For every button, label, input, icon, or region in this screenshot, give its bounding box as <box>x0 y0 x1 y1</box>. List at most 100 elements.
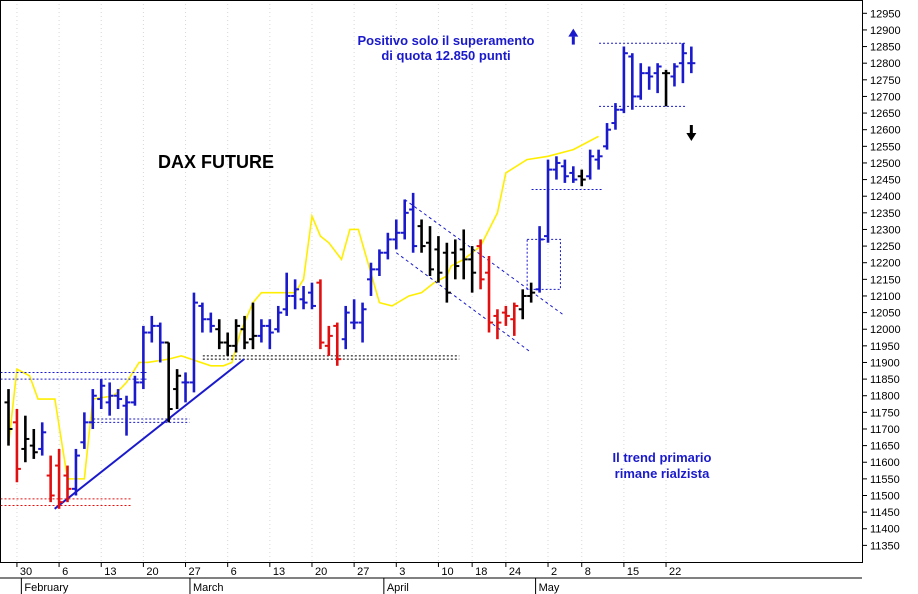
y-tick-label: 11850 <box>870 374 900 386</box>
ohlc-bar <box>459 229 468 280</box>
ohlc-bar <box>173 369 182 410</box>
x-tick-label: 27 <box>189 566 201 578</box>
ohlc-bar <box>383 232 392 260</box>
ohlc-bar <box>265 319 274 350</box>
ohlc-bar <box>122 395 131 436</box>
ohlc-bar <box>594 149 603 170</box>
ohlc-bar <box>130 375 139 406</box>
cloud-line <box>7 135 599 480</box>
ohlc-bar <box>46 455 55 503</box>
y-tick-label: 12400 <box>870 191 901 203</box>
ohlc-bar <box>189 292 198 393</box>
ohlc-bar <box>274 305 283 333</box>
x-tick-label: 27 <box>357 566 369 578</box>
x-tick-label: 13 <box>104 566 116 578</box>
ohlc-bar <box>350 299 359 330</box>
y-tick-label: 12750 <box>870 75 901 87</box>
y-tick-label: 11700 <box>870 424 900 436</box>
ohlc-bar <box>63 465 72 503</box>
annotation-trend-2: rimane rialzista <box>615 466 710 481</box>
ohlc-bar <box>156 322 165 363</box>
ohlc-bar <box>21 415 30 463</box>
ohlc-bar <box>324 325 333 356</box>
ohlc-bar <box>527 282 536 303</box>
y-tick-label: 12050 <box>870 308 901 320</box>
support-resistance-levels <box>0 42 687 506</box>
y-tick-label: 11550 <box>870 474 900 486</box>
y-tick-label: 12950 <box>870 8 901 20</box>
month-label: February <box>24 582 69 594</box>
ohlc-bar <box>451 239 460 280</box>
ohlc-bar <box>586 149 595 180</box>
price-bars <box>4 43 696 509</box>
ohlc-bar <box>88 389 97 429</box>
ohlc-bar <box>493 309 502 340</box>
ohlc-bar <box>105 382 114 416</box>
ohlc-bar <box>164 341 173 423</box>
y-tick-label: 11800 <box>870 391 900 403</box>
y-tick-label: 12650 <box>870 108 901 120</box>
ohlc-bar <box>38 422 47 456</box>
channel-lower-line <box>395 252 532 353</box>
ohlc-bar <box>282 272 291 316</box>
y-tick-label: 12200 <box>870 258 901 270</box>
x-tick-label: 20 <box>315 566 327 578</box>
month-label: March <box>193 582 224 594</box>
y-tick-label: 12100 <box>870 291 901 303</box>
ohlc-bar <box>248 302 257 350</box>
ohlc-bar <box>366 262 375 296</box>
ohlc-bar <box>232 319 241 353</box>
ohlc-bar <box>501 305 510 326</box>
ohlc-bar <box>375 249 384 277</box>
x-tick-label: 20 <box>146 566 158 578</box>
y-tick-label: 11650 <box>870 441 900 453</box>
ohlc-bar <box>240 315 249 350</box>
ohlc-bar <box>636 63 645 100</box>
arrow-head <box>568 28 579 37</box>
dotted-breakout-box <box>526 238 561 290</box>
ohlc-bar <box>307 282 316 310</box>
ohlc-bar <box>678 43 687 84</box>
ohlc-bar <box>29 428 38 459</box>
ohlc-bar <box>645 66 654 90</box>
y-tick-label: 12550 <box>870 141 901 153</box>
ohlc-bar <box>97 379 106 410</box>
x-tick-label: 10 <box>441 566 453 578</box>
ohlc-bar <box>468 246 477 293</box>
ohlc-bar <box>628 53 637 110</box>
y-tick-label: 12900 <box>870 25 901 37</box>
ohlc-bar <box>434 236 443 283</box>
x-tick-label: 24 <box>509 566 521 578</box>
annotation-resistance-2: di quota 12.850 punti <box>381 48 510 63</box>
signal-arrows <box>568 28 697 142</box>
ohlc-bar <box>409 192 418 253</box>
ohlc-bar <box>687 46 696 74</box>
ohlc-bar <box>358 302 367 343</box>
ohlc-bar <box>12 409 21 483</box>
ohlc-bar <box>426 226 434 277</box>
ohlc-bar <box>114 389 123 410</box>
ohlc-bar <box>333 322 342 366</box>
x-tick-label: 15 <box>627 566 639 578</box>
ohlc-bar <box>392 219 401 250</box>
y-tick-label: 12850 <box>870 42 901 54</box>
x-tick-label: 13 <box>273 566 285 578</box>
y-tick-label: 11950 <box>870 341 900 353</box>
ohlc-bar <box>341 305 350 350</box>
ohlc-bar <box>299 285 308 310</box>
ohlc-bar <box>603 123 612 150</box>
y-tick-label: 12350 <box>870 208 901 220</box>
annotation-trend-1: Il trend primario <box>613 450 712 465</box>
x-tick-label: 18 <box>475 566 487 578</box>
ohlc-bar <box>552 156 561 180</box>
y-tick-label: 12250 <box>870 241 901 253</box>
ohlc-bar <box>544 159 553 243</box>
ohlc-bar <box>442 242 451 303</box>
month-label: May <box>539 582 560 594</box>
ohlc-bar <box>577 169 586 187</box>
ohlc-bar <box>215 319 224 350</box>
ohlc-bar <box>80 412 89 449</box>
ohlc-bar <box>619 46 628 114</box>
